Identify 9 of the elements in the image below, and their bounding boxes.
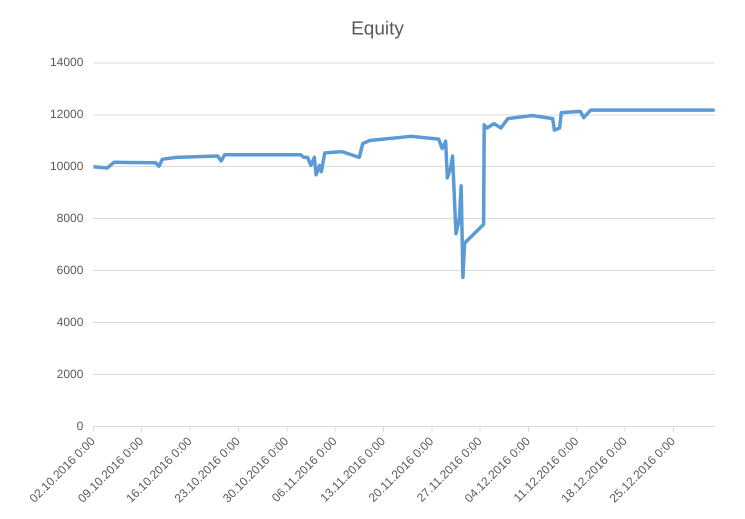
- y-tick-label: 0: [76, 418, 84, 433]
- y-tick-label: 12000: [50, 107, 84, 122]
- y-tick-label: 14000: [50, 55, 84, 70]
- y-tick-label: 4000: [56, 314, 84, 329]
- y-tick-label: 6000: [56, 262, 84, 277]
- chart-title: Equity: [351, 18, 404, 40]
- y-tick-label: 8000: [56, 210, 84, 225]
- y-tick-label: 2000: [56, 366, 84, 381]
- y-tick-label: 10000: [50, 159, 84, 174]
